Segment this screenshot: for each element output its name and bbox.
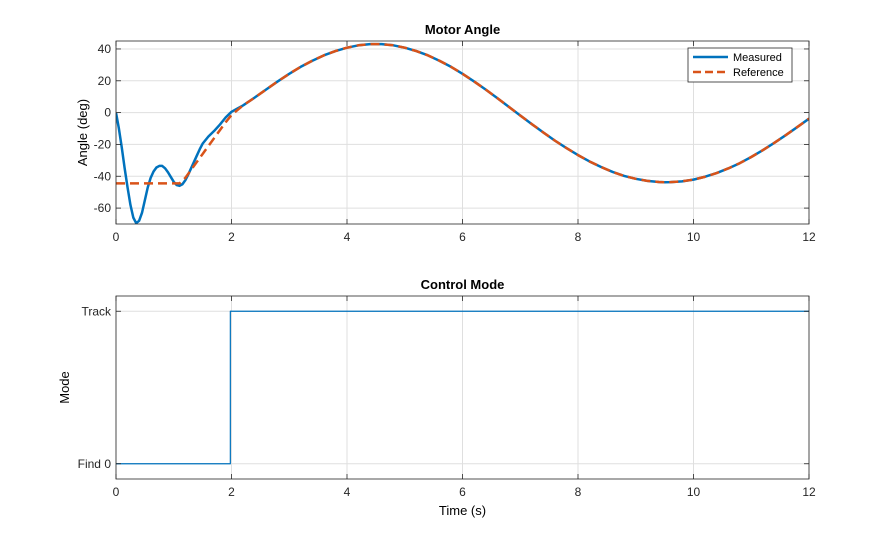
- x-tick-label: 2: [228, 230, 235, 244]
- y-tick-label: Track: [81, 304, 112, 318]
- x-tick-label: 12: [802, 230, 816, 244]
- chart-title: Motor Angle: [425, 22, 500, 37]
- x-tick-label: 8: [575, 485, 582, 499]
- legend-label-reference: Reference: [733, 67, 784, 79]
- y-tick-label: 40: [98, 42, 112, 56]
- x-tick-label: 4: [344, 230, 351, 244]
- y-tick-label: Find 0: [78, 457, 112, 471]
- y-tick-label: -40: [94, 169, 112, 183]
- x-tick-label: 8: [575, 230, 582, 244]
- x-tick-label: 10: [687, 485, 701, 499]
- x-tick-label: 2: [228, 485, 235, 499]
- x-tick-label: 0: [113, 485, 120, 499]
- x-tick-label: 4: [344, 485, 351, 499]
- series-1-0-line: [116, 310, 809, 465]
- y-tick-label: -20: [94, 137, 112, 151]
- legend: Measured Reference: [687, 47, 793, 83]
- y-tick-label: -60: [94, 201, 112, 215]
- x-tick-label: 10: [687, 230, 701, 244]
- x-tick-label: 6: [459, 230, 466, 244]
- legend-box: [687, 47, 793, 83]
- x-tick-label: 0: [113, 230, 120, 244]
- y-axis-label: Angle (deg): [75, 99, 90, 166]
- x-axis-label: Time (s): [439, 503, 486, 518]
- plot-1: 0 2 4 6 8 10 12 Find 0 Track Control Mode Mode Time…: [57, 277, 816, 518]
- x-tick-label: 6: [459, 485, 466, 499]
- y-tick-label: 0: [104, 106, 111, 120]
- y-axis-label: Mode: [57, 371, 72, 404]
- x-tick-label: 12: [802, 485, 816, 499]
- series-reference-line: [116, 42, 809, 185]
- legend-label-measured: Measured: [733, 52, 782, 64]
- chart-title: Control Mode: [421, 277, 505, 292]
- plot-0: 0 2 4 6 8 10 12 -60 -40 -20 0 20 40 Motor Angle Angle …: [75, 22, 816, 244]
- y-tick-label: 20: [98, 74, 112, 88]
